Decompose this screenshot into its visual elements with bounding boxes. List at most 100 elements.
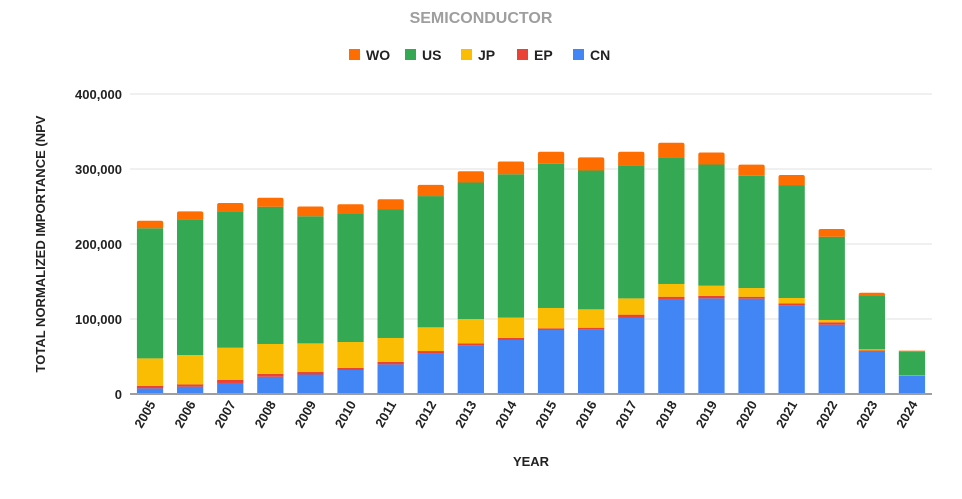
gridlines bbox=[130, 93, 932, 320]
bar-group-2019 bbox=[698, 152, 725, 394]
bar-cn-2024 bbox=[898, 375, 926, 394]
bar-group-2014 bbox=[497, 161, 525, 394]
bar-group-2020 bbox=[738, 164, 765, 394]
bar-ep-2008 bbox=[257, 373, 284, 377]
bar-cn-2007 bbox=[217, 382, 244, 394]
bar-cn-2018 bbox=[658, 298, 685, 394]
bar-us-2007 bbox=[217, 211, 244, 348]
legend-swatch-jp bbox=[461, 49, 472, 60]
bar-us-2006 bbox=[177, 219, 204, 355]
x-tick-label: 2012 bbox=[412, 398, 439, 431]
bar-cn-2011 bbox=[377, 364, 404, 394]
y-axis-title: TOTAL NORMALIZED IMPORTANCE (NPV bbox=[33, 115, 48, 372]
bar-ep-2005 bbox=[136, 385, 164, 389]
bar-us-2023 bbox=[858, 295, 885, 350]
legend-label-us: US bbox=[422, 47, 441, 63]
legend-item-us[interactable]: US bbox=[405, 47, 441, 63]
bar-us-2010 bbox=[337, 214, 364, 343]
y-tick-label: 100,000 bbox=[75, 312, 122, 327]
bar-ep-2017 bbox=[618, 314, 645, 318]
bar-cn-2020 bbox=[738, 298, 765, 394]
x-tick-label: 2023 bbox=[853, 398, 880, 431]
bar-us-2008 bbox=[257, 206, 284, 344]
bar-ep-2012 bbox=[417, 351, 444, 354]
bar-jp-2013 bbox=[457, 319, 484, 344]
bar-cn-2017 bbox=[618, 317, 645, 394]
bar-jp-2005 bbox=[136, 358, 164, 386]
legend-item-jp[interactable]: JP bbox=[461, 47, 495, 63]
x-tick-label: 2006 bbox=[171, 398, 198, 431]
bar-jp-2008 bbox=[257, 343, 284, 374]
legend-label-jp: JP bbox=[478, 47, 495, 63]
legend-label-cn: CN bbox=[590, 47, 610, 63]
y-tick-label: 400,000 bbox=[75, 87, 122, 102]
bar-cn-2016 bbox=[578, 329, 605, 394]
bar-wo-2011 bbox=[377, 199, 404, 210]
bar-us-2015 bbox=[537, 163, 565, 308]
bar-group-2012 bbox=[417, 184, 444, 394]
legend-item-ep[interactable]: EP bbox=[517, 47, 553, 63]
bar-us-2018 bbox=[658, 157, 685, 284]
bar-group-2021 bbox=[778, 175, 805, 394]
bar-group-2008 bbox=[257, 197, 284, 394]
x-axis-ticks: 2005 2006 2007 2008 2009 2010 2011 2012 2013 2014… bbox=[131, 397, 921, 430]
x-axis-title: YEAR bbox=[513, 454, 550, 469]
bar-wo-2022 bbox=[818, 229, 845, 237]
bar-group-2005 bbox=[136, 220, 164, 394]
legend-label-ep: EP bbox=[534, 47, 553, 63]
bar-ep-2010 bbox=[337, 367, 364, 370]
bar-cn-2021 bbox=[778, 305, 805, 394]
y-tick-label: 200,000 bbox=[75, 237, 122, 252]
x-tick-label: 2021 bbox=[773, 398, 800, 431]
legend-swatch-wo bbox=[349, 49, 360, 60]
bar-us-2012 bbox=[417, 196, 444, 328]
legend-swatch-us bbox=[405, 49, 416, 60]
bar-ep-2023 bbox=[858, 350, 885, 352]
chart-title: SEMICONDUCTOR bbox=[410, 10, 553, 27]
x-tick-label: 2013 bbox=[452, 398, 479, 431]
bar-ep-2016 bbox=[578, 327, 605, 330]
x-tick-label: 2019 bbox=[693, 398, 720, 431]
legend: WO US JP EP CN bbox=[349, 47, 610, 63]
bar-ep-2007 bbox=[217, 379, 244, 383]
bar-cn-2022 bbox=[818, 324, 845, 394]
legend-item-wo[interactable]: WO bbox=[349, 47, 390, 63]
bar-jp-2007 bbox=[217, 347, 244, 380]
legend-item-cn[interactable]: CN bbox=[573, 47, 610, 63]
bar-group-2017 bbox=[618, 151, 645, 394]
legend-swatch-cn bbox=[573, 49, 584, 60]
bar-group-2013 bbox=[457, 171, 484, 394]
bar-wo-2024 bbox=[898, 350, 926, 352]
bar-ep-2015 bbox=[537, 328, 565, 331]
bar-jp-2018 bbox=[658, 283, 685, 297]
bar-us-2020 bbox=[738, 175, 765, 289]
bar-wo-2015 bbox=[537, 151, 565, 164]
x-tick-label: 2005 bbox=[131, 398, 158, 431]
bar-cn-2005 bbox=[136, 388, 164, 394]
bar-group-2018 bbox=[658, 142, 685, 394]
bar-wo-2017 bbox=[618, 151, 645, 166]
legend-label-wo: WO bbox=[366, 47, 390, 63]
bar-cn-2023 bbox=[858, 351, 885, 394]
bar-group-2010 bbox=[337, 204, 364, 394]
bar-jp-2022 bbox=[818, 319, 845, 323]
bar-wo-2008 bbox=[257, 197, 284, 207]
bar-jp-2010 bbox=[337, 342, 364, 368]
x-tick-label: 2016 bbox=[572, 398, 599, 431]
bar-wo-2005 bbox=[136, 220, 164, 229]
y-axis-ticks: 0 100,000 200,000 300,000 400,000 bbox=[75, 87, 122, 402]
bar-us-2017 bbox=[618, 165, 645, 299]
y-tick-label: 0 bbox=[115, 387, 122, 402]
bar-wo-2007 bbox=[217, 202, 244, 212]
bar-wo-2019 bbox=[698, 152, 725, 165]
bar-cn-2008 bbox=[257, 376, 284, 394]
bar-group-2016 bbox=[578, 157, 605, 394]
bar-jp-2015 bbox=[537, 307, 565, 329]
bar-group-2006 bbox=[177, 211, 204, 394]
bar-jp-2023 bbox=[858, 349, 885, 351]
bar-ep-2006 bbox=[177, 384, 204, 387]
x-tick-label: 2015 bbox=[532, 398, 559, 431]
bar-jp-2006 bbox=[177, 355, 204, 385]
x-tick-label: 2014 bbox=[492, 397, 520, 430]
